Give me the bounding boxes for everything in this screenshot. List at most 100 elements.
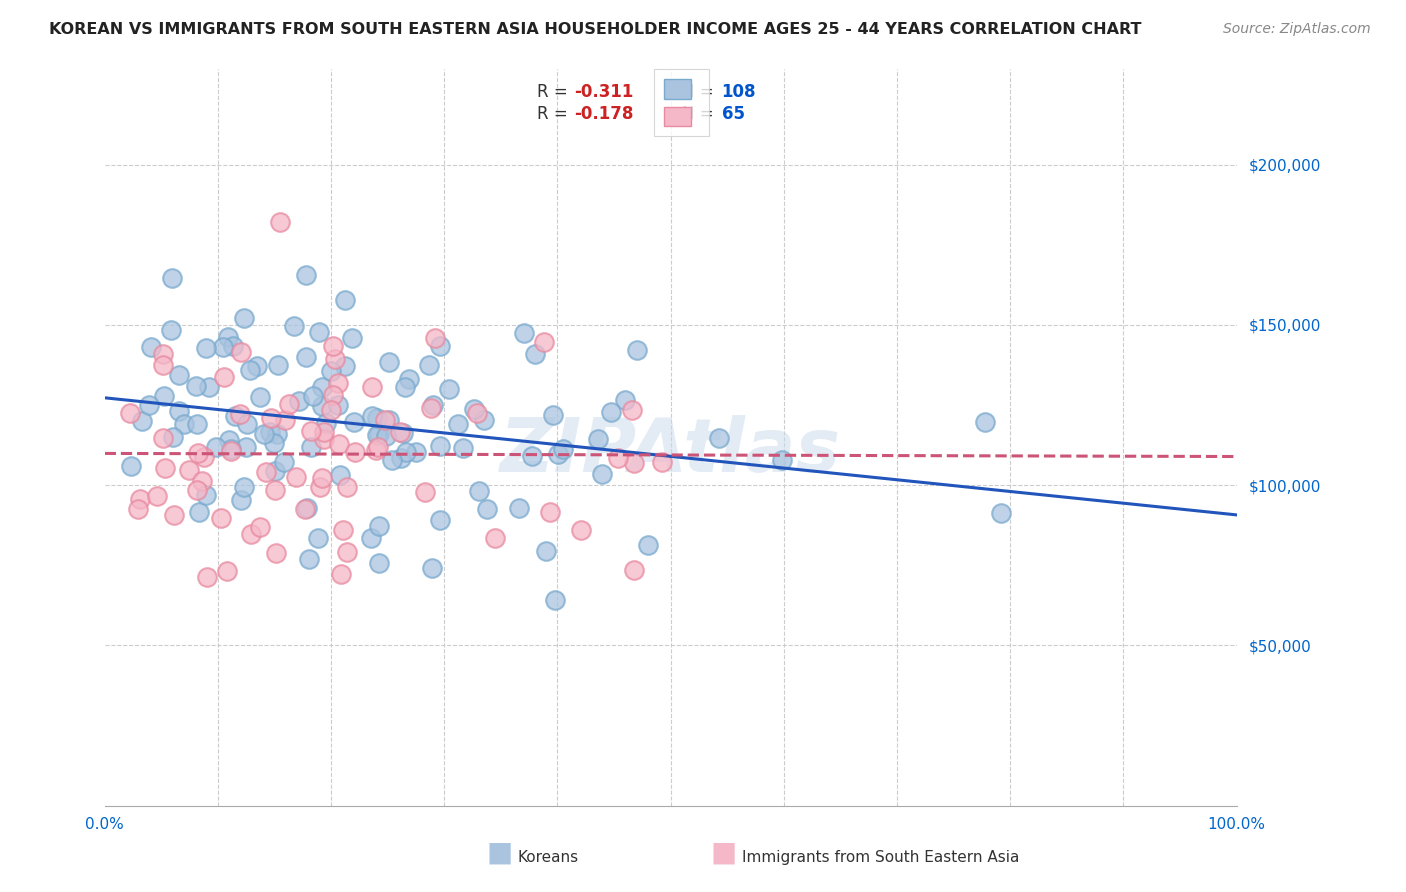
Point	[361, 409, 384, 423]
Point	[329, 567, 352, 582]
Point	[195, 569, 218, 583]
Point	[173, 417, 195, 431]
Point	[229, 407, 252, 421]
Point	[298, 552, 321, 566]
Point	[266, 426, 288, 441]
Point	[538, 505, 561, 519]
Point	[224, 409, 246, 423]
Point	[391, 451, 413, 466]
Point	[508, 501, 530, 516]
Point	[336, 480, 359, 494]
Point	[311, 399, 333, 413]
Text: 108: 108	[721, 83, 756, 101]
Point	[465, 406, 488, 420]
Point	[219, 443, 242, 458]
Point	[131, 414, 153, 428]
Point	[990, 506, 1012, 520]
Text: Immigrants from South Eastern Asia: Immigrants from South Eastern Asia	[742, 850, 1019, 865]
Point	[343, 445, 366, 459]
Point	[623, 563, 645, 577]
Point	[374, 413, 396, 427]
Point	[626, 343, 648, 357]
Point	[378, 413, 401, 427]
Point	[311, 471, 333, 485]
Point	[364, 443, 387, 458]
Point	[249, 390, 271, 404]
Point	[204, 440, 226, 454]
Point	[571, 523, 593, 537]
Text: Koreans: Koreans	[517, 850, 578, 865]
Point	[169, 368, 191, 382]
Point	[231, 345, 253, 359]
Point	[340, 331, 363, 345]
Point	[299, 424, 322, 438]
Point	[423, 330, 446, 344]
Text: R =: R =	[537, 105, 568, 123]
Point	[239, 363, 262, 377]
Point	[551, 442, 574, 456]
Point	[420, 560, 443, 574]
Point	[709, 431, 731, 445]
Point	[308, 479, 330, 493]
Point	[322, 339, 344, 353]
Point	[179, 462, 201, 476]
Point	[240, 526, 263, 541]
Text: Source: ZipAtlas.com: Source: ZipAtlas.com	[1223, 22, 1371, 37]
Point	[302, 389, 325, 403]
Point	[152, 347, 174, 361]
Point	[392, 425, 415, 440]
Point	[314, 425, 336, 439]
Point	[429, 339, 451, 353]
Point	[332, 523, 354, 537]
Point	[312, 432, 335, 446]
Point	[328, 436, 350, 450]
Point	[388, 425, 411, 439]
Text: N =: N =	[682, 105, 713, 123]
Point	[429, 513, 451, 527]
Point	[614, 392, 637, 407]
Point	[212, 340, 235, 354]
Point	[263, 436, 285, 450]
Point	[232, 311, 254, 326]
Point	[259, 425, 281, 439]
Legend: , : ,	[654, 70, 710, 136]
Point	[198, 380, 221, 394]
Point	[328, 376, 350, 391]
Point	[299, 440, 322, 454]
Point	[422, 398, 444, 412]
Point	[221, 442, 243, 456]
Point	[153, 388, 176, 402]
Point	[184, 379, 207, 393]
Point	[209, 511, 232, 525]
Point	[394, 379, 416, 393]
Point	[236, 417, 259, 432]
Point	[326, 398, 349, 412]
Point	[308, 325, 330, 339]
Point	[413, 485, 436, 500]
Point	[159, 323, 181, 337]
Point	[395, 444, 418, 458]
Point	[129, 491, 152, 506]
Point	[437, 382, 460, 396]
Point	[283, 319, 305, 334]
Text: ZIPAtlas: ZIPAtlas	[501, 416, 841, 488]
Point	[127, 502, 149, 516]
Point	[591, 467, 613, 481]
Point	[269, 215, 291, 229]
Point	[229, 493, 252, 508]
Point	[451, 441, 474, 455]
Point	[264, 483, 287, 498]
Point	[194, 341, 217, 355]
Point	[366, 428, 388, 442]
Point	[378, 355, 401, 369]
Point	[607, 451, 630, 466]
Point	[249, 520, 271, 534]
Point	[323, 351, 346, 366]
Point	[319, 403, 342, 417]
Text: ■: ■	[711, 839, 737, 867]
Point	[420, 401, 443, 416]
Point	[463, 402, 485, 417]
Point	[367, 519, 389, 533]
Text: -0.311: -0.311	[575, 83, 634, 101]
Point	[194, 488, 217, 502]
